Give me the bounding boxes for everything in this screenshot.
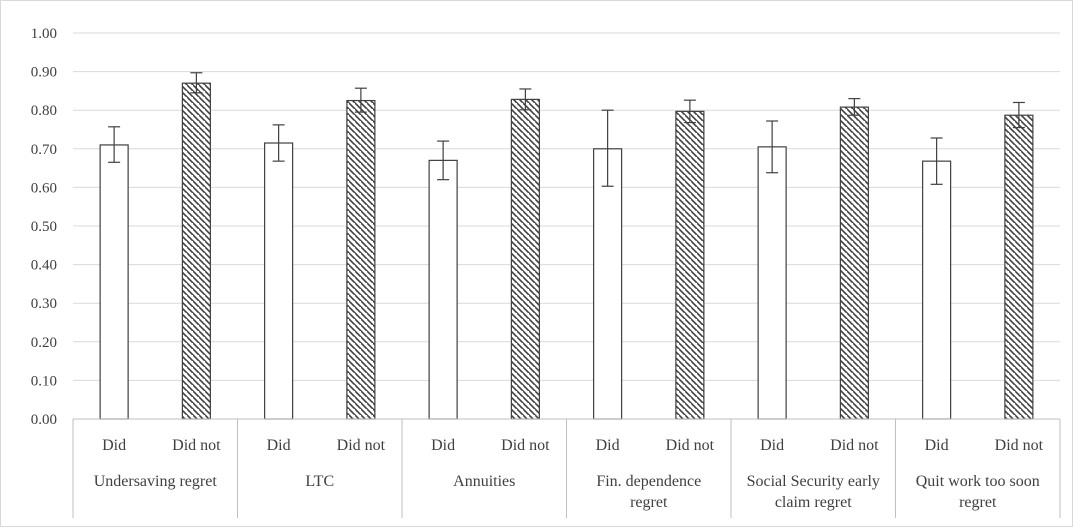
x-group-label: LTC xyxy=(305,473,334,490)
bar-did-not xyxy=(675,110,705,420)
y-tick-label: 0.00 xyxy=(31,412,57,428)
x-group-label: Fin. dependence xyxy=(596,473,701,490)
y-tick-label: 0.30 xyxy=(31,296,57,312)
y-tick-label: 0.20 xyxy=(31,335,57,351)
y-tick-label: 0.60 xyxy=(31,180,57,196)
x-category-label: Did xyxy=(431,437,455,454)
bar-did xyxy=(99,144,129,420)
x-group-label: Quit work too soon xyxy=(916,473,1040,490)
error-bars xyxy=(108,72,1025,187)
x-category-label: Did not xyxy=(830,437,879,454)
y-tick-label: 1.00 xyxy=(31,26,57,42)
x-category-label: Did not xyxy=(337,437,386,454)
bar-did-not xyxy=(510,98,540,420)
x-category-label: Did not xyxy=(995,437,1044,454)
y-tick-label: 0.80 xyxy=(31,103,57,119)
x-category-label: Did xyxy=(267,437,291,454)
x-category-label: Did xyxy=(925,437,949,454)
y-tick-label: 0.90 xyxy=(31,65,57,81)
bar-did xyxy=(264,142,294,420)
x-group-label: regret xyxy=(630,494,668,511)
gridlines xyxy=(73,32,1060,381)
x-category-label: Did not xyxy=(172,437,221,454)
bar-did-not xyxy=(346,99,376,420)
x-axis: Did Did not Undersaving regret Did Did not LT… xyxy=(72,418,1061,518)
bar-did-not xyxy=(1004,114,1034,420)
x-group-label: claim regret xyxy=(775,494,852,511)
y-axis-tick-labels: 0.00 0.10 0.20 0.30 0.40 0.50 0.60 0.70 0.80 0.90… xyxy=(31,26,57,428)
x-category-label: Did not xyxy=(501,437,550,454)
bars xyxy=(99,82,1034,420)
y-tick-label: 0.70 xyxy=(31,142,57,158)
bar-did xyxy=(922,160,952,420)
bar-did xyxy=(593,148,623,420)
bar-did-not xyxy=(839,106,869,420)
y-tick-label: 0.10 xyxy=(31,373,57,389)
y-tick-label: 0.50 xyxy=(31,219,57,235)
x-category-label: Did xyxy=(102,437,126,454)
bar-did xyxy=(757,146,787,420)
x-category-label: Did xyxy=(596,437,620,454)
bar-did xyxy=(428,159,458,420)
x-group-label: regret xyxy=(959,494,997,511)
bar-did-not xyxy=(181,82,211,420)
x-group-label: Undersaving regret xyxy=(94,473,218,490)
x-group-label: Social Security early xyxy=(747,473,880,490)
x-category-label: Did not xyxy=(666,437,715,454)
y-tick-label: 0.40 xyxy=(31,258,57,274)
x-category-label: Did xyxy=(760,437,784,454)
x-group-label: Annuities xyxy=(453,473,515,490)
